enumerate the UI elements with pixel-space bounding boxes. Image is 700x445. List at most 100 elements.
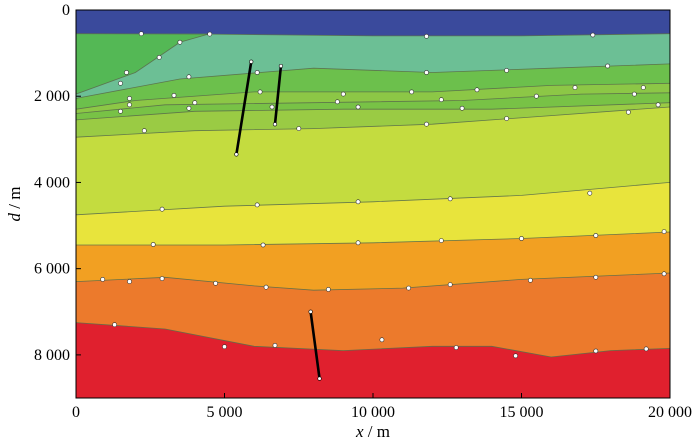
y-tick-label-0: 0 <box>62 2 70 19</box>
survey-point-62 <box>222 344 227 350</box>
well-2 <box>273 64 283 126</box>
survey-point-54 <box>263 284 269 290</box>
boundary-b7 <box>76 106 670 138</box>
survey-point-9 <box>254 70 260 75</box>
y-tick-label-1: 2 000 <box>34 88 70 105</box>
well-2-bottom <box>272 122 278 127</box>
survey-point-35 <box>424 121 429 127</box>
survey-point-7 <box>118 80 123 86</box>
survey-point-14 <box>171 93 177 98</box>
survey-point-28 <box>186 105 192 111</box>
boundary-b11 <box>76 322 670 358</box>
survey-point-15 <box>257 89 263 95</box>
survey-point-44 <box>260 242 266 248</box>
survey-point-46 <box>438 238 444 243</box>
well-3 <box>309 310 321 380</box>
survey-point-50 <box>100 276 106 282</box>
well-3-top <box>308 309 313 314</box>
survey-point-22 <box>192 100 198 106</box>
x-tick-label-3: 15 000 <box>500 404 544 421</box>
y-axis-label: d / m <box>5 187 24 222</box>
boundary-b6 <box>76 102 670 121</box>
y-tick-label-3: 6 000 <box>34 261 70 278</box>
well-3-bottom <box>317 376 322 381</box>
survey-point-40 <box>355 199 361 205</box>
band-11 <box>76 322 670 398</box>
survey-point-18 <box>474 87 480 93</box>
survey-point-2 <box>424 33 429 39</box>
survey-point-56 <box>406 285 411 291</box>
y-tick-label-4: 8 000 <box>34 347 70 364</box>
well-1-bottom <box>234 152 239 157</box>
well-2-top <box>278 63 284 69</box>
x-tick-label-4: 20 000 <box>648 404 692 421</box>
x-axis-ticks: 0 5 000 10 000 15 000 20 000 <box>72 393 692 421</box>
survey-point-29 <box>269 104 275 110</box>
survey-point-53 <box>213 280 218 286</box>
boundary-b10 <box>76 272 670 291</box>
survey-point-16 <box>340 91 346 97</box>
contour-bands <box>76 10 670 398</box>
survey-point-10 <box>424 70 429 75</box>
boundary-b3 <box>76 63 670 99</box>
survey-point-42 <box>587 190 593 196</box>
survey-point-37 <box>626 109 631 115</box>
survey-point-17 <box>409 89 414 95</box>
survey-point-48 <box>593 233 599 238</box>
survey-point-38 <box>159 206 165 212</box>
y-axis-ticks: 0 2 000 4 000 6 000 8 000 <box>34 2 81 364</box>
survey-point-59 <box>593 274 599 280</box>
survey-point-11 <box>504 68 509 73</box>
survey-point-6 <box>124 70 129 75</box>
survey-point-8 <box>186 74 192 80</box>
y-tick-label-2: 4 000 <box>34 174 70 191</box>
survey-point-67 <box>593 348 599 354</box>
survey-point-47 <box>519 236 524 241</box>
survey-point-20 <box>640 85 646 90</box>
survey-point-13 <box>127 96 132 101</box>
survey-point-12 <box>605 63 610 69</box>
well-1-top <box>249 59 254 64</box>
survey-point-27 <box>118 108 123 114</box>
survey-point-19 <box>572 85 578 90</box>
survey-point-30 <box>355 104 361 110</box>
boundary-b8 <box>76 182 670 216</box>
survey-point-21 <box>127 102 132 108</box>
survey-point-32 <box>655 102 661 108</box>
survey-point-4 <box>177 39 183 45</box>
survey-point-39 <box>254 202 260 208</box>
survey-point-5 <box>156 55 162 60</box>
survey-point-25 <box>534 93 539 99</box>
survey-point-60 <box>661 271 667 277</box>
survey-point-66 <box>513 353 518 359</box>
x-axis-label: x / m <box>355 422 390 441</box>
survey-point-3 <box>590 32 596 38</box>
x-tick-label-0: 0 <box>72 404 80 421</box>
survey-point-24 <box>438 97 444 103</box>
survey-point-0 <box>138 31 144 37</box>
survey-point-52 <box>159 276 165 281</box>
boundary-b9 <box>76 231 670 246</box>
survey-point-57 <box>447 282 453 287</box>
survey-point-51 <box>127 279 132 284</box>
boundary-b1 <box>76 33 670 37</box>
survey-point-64 <box>379 337 385 343</box>
survey-point-1 <box>207 31 213 37</box>
survey-point-61 <box>112 322 117 328</box>
survey-points <box>100 31 667 359</box>
survey-point-26 <box>632 91 637 97</box>
wells <box>234 59 322 381</box>
boundary-b5 <box>76 92 670 114</box>
survey-point-45 <box>355 240 361 246</box>
survey-point-58 <box>528 277 533 283</box>
survey-point-33 <box>141 128 147 134</box>
survey-point-49 <box>661 229 667 234</box>
survey-point-23 <box>334 99 340 105</box>
well-1 <box>235 60 253 156</box>
survey-point-43 <box>150 242 156 247</box>
survey-point-31 <box>459 105 465 111</box>
band-2 <box>76 33 210 95</box>
survey-point-34 <box>296 126 302 132</box>
survey-point-55 <box>325 286 331 292</box>
